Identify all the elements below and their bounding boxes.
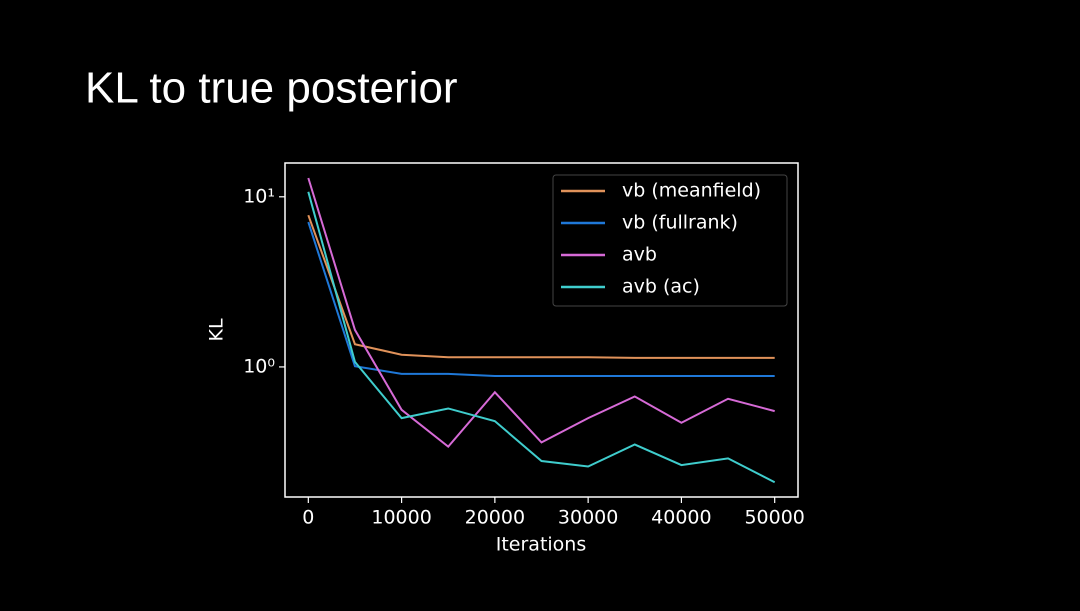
x-tick-label: 20000 [465,507,525,529]
x-axis-label: Iterations [496,534,587,556]
y-tick-label: 10⁰ [243,355,275,377]
legend-box [552,174,788,307]
y-tick-label: 10¹ [243,185,275,207]
x-tick-label: 0 [302,507,314,529]
legend-label: vb (meanfield) [622,180,761,202]
slide-title: KL to true posterior [85,64,458,113]
legend-label: vb (fullrank) [622,212,738,234]
y-axis-label: KL [206,318,228,341]
legend-label: avb [622,244,657,266]
series-line [307,177,775,449]
x-tick-label: 10000 [371,507,431,529]
series-line [307,214,775,359]
legend-label: avb (ac) [622,276,700,298]
x-tick-label: 30000 [558,507,618,529]
plot-frame [284,162,799,498]
x-tick-label: 50000 [744,507,804,529]
series-line [307,191,776,484]
series-line [307,221,775,377]
x-tick-label: 40000 [651,507,711,529]
